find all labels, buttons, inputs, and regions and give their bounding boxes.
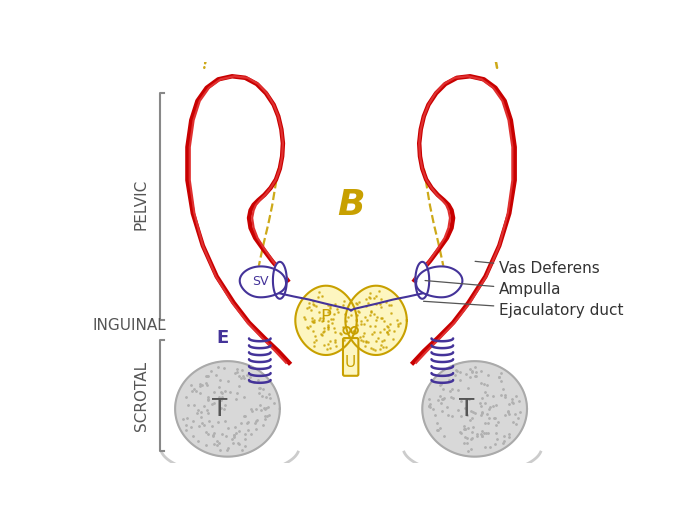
FancyBboxPatch shape (343, 338, 358, 376)
Text: SCROTAL: SCROTAL (134, 361, 149, 431)
Text: B: B (337, 188, 364, 222)
Text: SV: SV (252, 276, 269, 289)
Polygon shape (345, 285, 407, 355)
Text: T: T (212, 397, 227, 421)
Text: E: E (216, 329, 228, 347)
Polygon shape (273, 262, 287, 299)
Polygon shape (416, 266, 462, 297)
Polygon shape (240, 266, 286, 297)
Polygon shape (175, 361, 280, 457)
Polygon shape (295, 285, 357, 355)
Text: P: P (321, 307, 332, 326)
Text: Ejaculatory duct: Ejaculatory duct (423, 301, 624, 318)
Text: T: T (459, 397, 475, 421)
Polygon shape (423, 361, 527, 457)
Text: U: U (345, 355, 356, 370)
Text: INGUINAL: INGUINAL (92, 318, 166, 333)
Polygon shape (415, 262, 429, 299)
Text: PELVIC: PELVIC (134, 179, 149, 230)
Text: Ampulla: Ampulla (425, 281, 562, 297)
Text: Vas Deferens: Vas Deferens (475, 261, 600, 276)
